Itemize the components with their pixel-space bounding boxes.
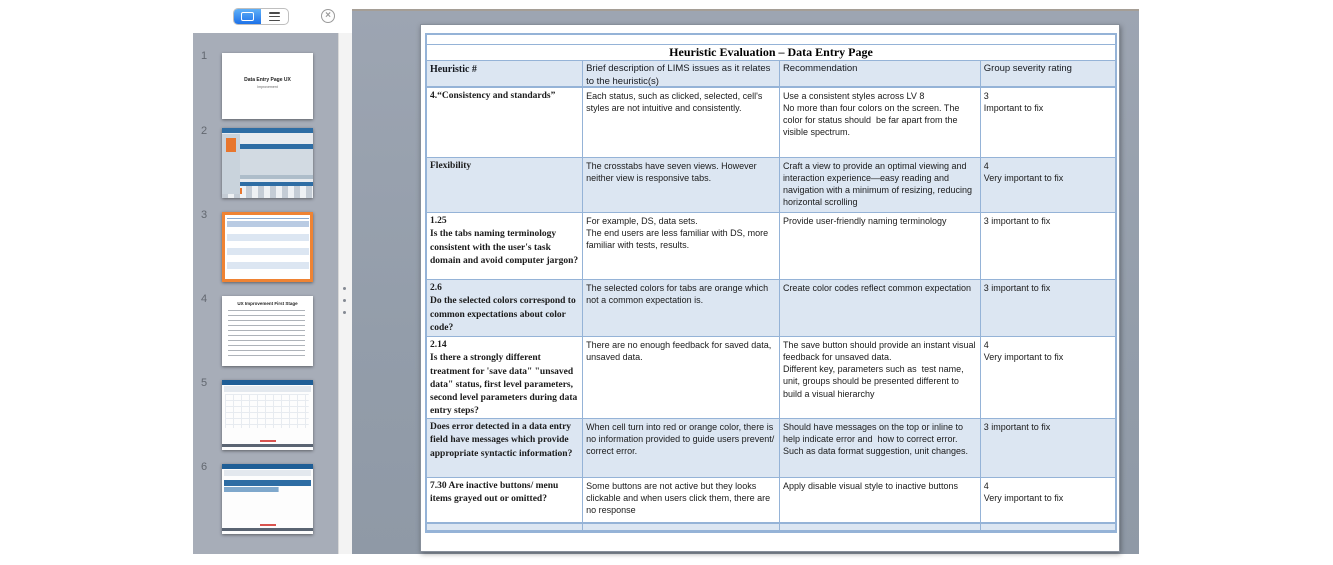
thumb2-screenshot-preview [222, 128, 313, 198]
cell-description: For example, DS, data sets. The end user… [582, 213, 779, 279]
cell-recommendation: Provide user-friendly naming terminology [778, 213, 980, 279]
outline-view-icon [269, 12, 280, 21]
slide-number-6: 6 [201, 461, 208, 473]
table-row: 7.30 Are inactive buttons/ menu items gr… [427, 477, 1115, 522]
table-footer-strip [427, 522, 1115, 531]
cell-severity: 4 Very important to fix [979, 158, 1115, 212]
cell-heuristic: Flexibility [430, 161, 472, 171]
table-row: 1.25 Is the tabs naming terminology cons… [427, 212, 1115, 279]
cell-description: Each status, such as clicked, selected, … [582, 88, 779, 157]
header-recommendation: Recommendation [778, 61, 980, 86]
thumb1-subtitle: Improvement [257, 85, 278, 89]
table-row: Flexibility The crosstabs have seven vie… [427, 157, 1115, 212]
cell-recommendation: Create color codes reflect common expect… [778, 280, 980, 336]
thumb1-title: Data Entry Page UX [244, 77, 291, 83]
table-row: Does error detected in a data entry fiel… [427, 418, 1115, 477]
thumb4-title: UX Improvement First Stage [237, 301, 298, 306]
cell-recommendation: Craft a view to provide an optimal viewi… [778, 158, 980, 212]
table-header-row: Heuristic # Brief description of LIMS is… [427, 60, 1115, 87]
thumb4-bullet-lines [228, 310, 305, 358]
cell-severity: 4 Very important to fix [979, 478, 1115, 522]
slide-number-2: 2 [201, 125, 208, 137]
slide-view-button[interactable] [234, 9, 261, 24]
cell-severity: 3 important to fix [979, 419, 1115, 477]
current-slide[interactable]: Heuristic Evaluation – Data Entry Page H… [420, 24, 1120, 552]
close-sidebar-button[interactable]: × [321, 9, 335, 23]
sidebar-resize-splitter[interactable] [338, 33, 352, 554]
outline-view-button[interactable] [261, 9, 288, 24]
sidebar-toolbar: × [193, 0, 352, 33]
cell-description: There are no enough feedback for saved d… [582, 337, 779, 418]
cell-description: The selected colors for tabs are orange … [582, 280, 779, 336]
view-mode-segmented-control [233, 8, 289, 25]
header-severity: Group severity rating [979, 61, 1115, 86]
cell-recommendation: Use a consistent styles across LV 8 No m… [778, 88, 980, 157]
cell-severity: 3 Important to fix [979, 88, 1115, 157]
table-title: Heuristic Evaluation – Data Entry Page [427, 44, 1115, 60]
slide-thumbnail-3-selected[interactable] [222, 212, 313, 282]
thumb3-table-preview [225, 215, 310, 279]
splitter-drag-handle-dots [343, 278, 346, 323]
header-description: Brief description of LIMS issues as it r… [582, 61, 779, 86]
slide-thumbnail-6[interactable] [222, 464, 313, 534]
cell-recommendation: Apply disable visual style to inactive b… [778, 478, 980, 522]
slide-thumbnail-1[interactable]: Data Entry Page UX Improvement [222, 53, 313, 119]
cell-severity: 4 Very important to fix [979, 337, 1115, 418]
table-row: 2.14 Is there a strongly different treat… [427, 336, 1115, 418]
slide-thumbnail-5[interactable] [222, 380, 313, 450]
cell-recommendation: The save button should provide an instan… [778, 337, 980, 418]
slide-thumbnail-2[interactable] [222, 128, 313, 198]
cell-description: When cell turn into red or orange color,… [582, 419, 779, 477]
slide-thumbnail-sidebar: 1 Data Entry Page UX Improvement 2 3 4 U… [193, 33, 338, 554]
cell-heuristic: 4.“Consistency and standards” [430, 91, 556, 101]
thumb5-screenshot-preview [222, 380, 313, 450]
cell-heuristic: Does error detected in a data entry fiel… [430, 422, 574, 459]
heuristic-evaluation-table: Heuristic Evaluation – Data Entry Page H… [425, 33, 1117, 533]
slide-number-1: 1 [201, 50, 208, 62]
thumb6-screenshot-preview [222, 464, 313, 534]
slide-thumbnail-4[interactable]: UX Improvement First Stage [222, 296, 313, 366]
cell-severity: 3 important to fix [979, 213, 1115, 279]
table-row: 4.“Consistency and standards” Each statu… [427, 87, 1115, 157]
cell-heuristic: 1.25 Is the tabs naming terminology cons… [430, 216, 579, 266]
slide-number-5: 5 [201, 377, 208, 389]
slide-view-icon [241, 12, 254, 21]
table-spacer-row [427, 35, 1115, 44]
slide-number-4: 4 [201, 293, 208, 305]
cell-heuristic: 2.14 Is there a strongly different treat… [430, 340, 578, 417]
cell-heuristic: 2.6 Do the selected colors correspond to… [430, 283, 576, 333]
cell-recommendation: Should have messages on the top or inlin… [778, 419, 980, 477]
cell-description: The crosstabs have seven views. However … [582, 158, 779, 212]
header-heuristic: Heuristic # [430, 64, 477, 75]
slide-canvas: Heuristic Evaluation – Data Entry Page H… [352, 9, 1139, 554]
cell-severity: 3 important to fix [979, 280, 1115, 336]
slide-number-3: 3 [201, 209, 208, 221]
presentation-app-window: × 1 Data Entry Page UX Improvement 2 3 4… [193, 0, 1139, 554]
cell-heuristic: 7.30 Are inactive buttons/ menu items gr… [430, 481, 561, 505]
table-row: 2.6 Do the selected colors correspond to… [427, 279, 1115, 336]
cell-description: Some buttons are not active but they loo… [582, 478, 779, 522]
